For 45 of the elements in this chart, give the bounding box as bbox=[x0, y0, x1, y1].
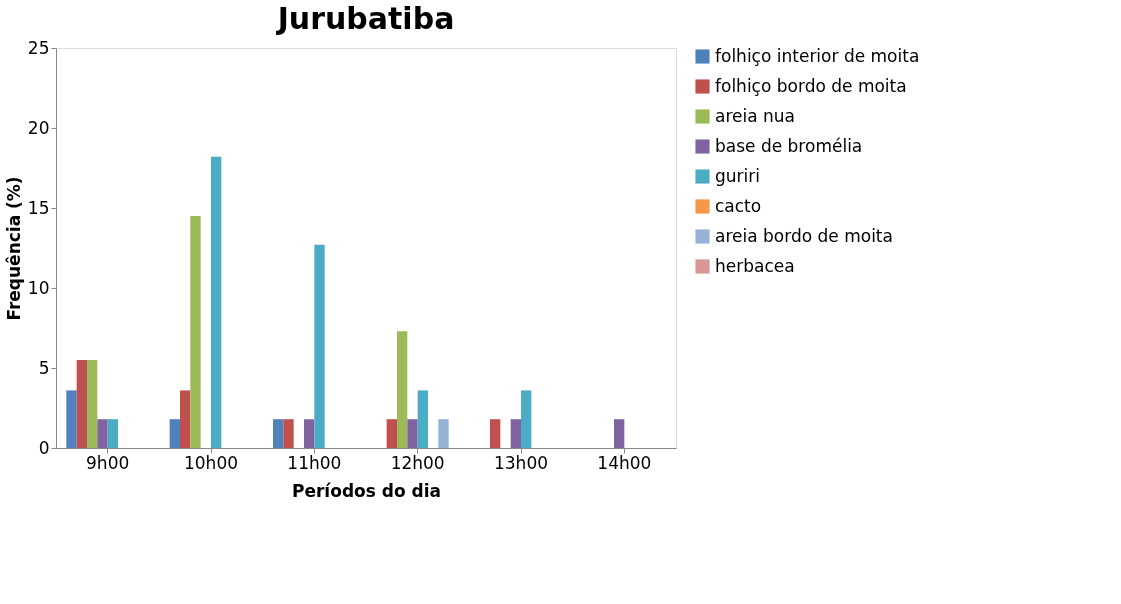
bar bbox=[180, 390, 191, 448]
x-tick-label: 9h00 bbox=[86, 452, 130, 473]
x-tick-label: 10h00 bbox=[183, 452, 239, 473]
bar bbox=[386, 419, 397, 448]
y-tick-label: 20 bbox=[27, 117, 50, 138]
bar bbox=[97, 419, 108, 448]
bar bbox=[304, 419, 315, 448]
legend-label: folhiço interior de moita bbox=[715, 45, 920, 66]
bar bbox=[490, 419, 501, 448]
bar bbox=[190, 216, 201, 448]
bar bbox=[107, 419, 118, 448]
bar bbox=[417, 390, 428, 448]
legend-label: herbacea bbox=[715, 255, 795, 276]
chart-title: Jurubatiba bbox=[275, 1, 455, 36]
legend-label: cacto bbox=[715, 195, 762, 216]
legend-label: folhiço bordo de moita bbox=[715, 75, 907, 96]
bar bbox=[521, 390, 532, 448]
bar bbox=[510, 419, 521, 448]
bar bbox=[314, 244, 325, 448]
legend-label: base de bromélia bbox=[715, 135, 863, 156]
bar bbox=[273, 419, 284, 448]
x-tick-label: 12h00 bbox=[390, 452, 445, 473]
bar bbox=[407, 419, 418, 448]
bar bbox=[283, 419, 294, 448]
bar bbox=[87, 360, 98, 448]
x-axis-title: Períodos do dia bbox=[292, 480, 441, 501]
bar bbox=[66, 390, 77, 448]
legend-label: areia nua bbox=[715, 105, 796, 126]
bar bbox=[438, 419, 449, 448]
bar bbox=[169, 419, 180, 448]
y-tick-label: 25 bbox=[27, 37, 50, 58]
y-axis-title: Frequência (%) bbox=[3, 176, 24, 321]
y-tick-label: 5 bbox=[38, 357, 50, 378]
legend-label: guriri bbox=[715, 165, 760, 186]
x-tick-label: 11h00 bbox=[287, 452, 342, 473]
bar bbox=[614, 419, 625, 448]
x-tick-label: 13h00 bbox=[493, 452, 549, 473]
y-tick-label: 15 bbox=[27, 197, 50, 218]
bar bbox=[397, 331, 408, 448]
y-tick-label: 0 bbox=[38, 437, 50, 458]
legend-label: areia bordo de moita bbox=[715, 225, 893, 246]
x-tick-label: 14h00 bbox=[597, 452, 652, 473]
y-tick-label: 10 bbox=[27, 277, 50, 298]
bar bbox=[211, 156, 222, 448]
bar bbox=[76, 360, 87, 448]
